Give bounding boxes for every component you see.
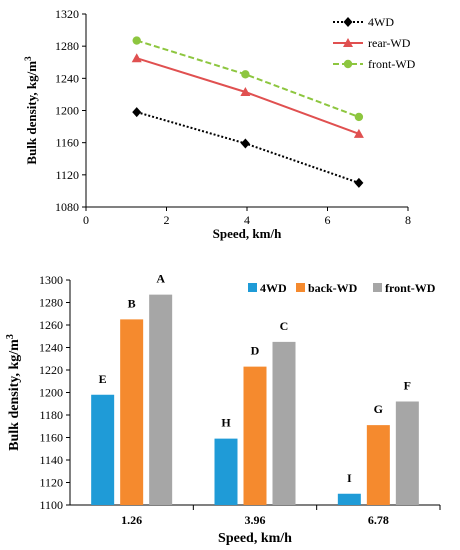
legend-entry: front-WD xyxy=(373,281,436,295)
legend-swatch xyxy=(296,283,305,292)
bar-front-wd xyxy=(395,401,419,505)
x-tick-label: 6.78 xyxy=(368,513,389,527)
data-point xyxy=(240,138,250,149)
legend-entry: rear-WD xyxy=(333,36,411,50)
line-chart-y-axis-title-sup: 3 xyxy=(23,56,33,61)
data-point xyxy=(343,59,353,69)
data-point xyxy=(132,36,141,45)
bar-data-label: G xyxy=(374,402,383,416)
bar-4wd xyxy=(214,438,238,505)
y-tick-label: 1220 xyxy=(39,363,63,377)
data-point xyxy=(354,112,364,122)
y-tick-label: 1320 xyxy=(55,7,79,21)
bar-back-wd xyxy=(120,319,144,505)
line-chart-x-axis-title: Speed, km/h xyxy=(213,226,282,241)
legend-entry: front-WD xyxy=(333,57,416,71)
line-chart-y-axis-title-main: Bulk density, kg/m xyxy=(24,61,39,165)
data-point xyxy=(240,87,251,97)
legend-swatch xyxy=(373,283,382,292)
legend-label: back-WD xyxy=(308,281,358,295)
x-tick-label: 2 xyxy=(164,213,170,227)
bar-back-wd xyxy=(243,366,267,505)
data-point xyxy=(343,17,353,27)
series-line xyxy=(136,111,360,184)
y-tick-label: 1120 xyxy=(39,476,63,490)
y-tick-label: 1160 xyxy=(55,136,79,150)
y-tick-label: 1260 xyxy=(39,318,63,332)
series-front-wd xyxy=(132,36,364,122)
y-tick-label: 1200 xyxy=(39,386,63,400)
y-tick-label: 1200 xyxy=(55,104,79,118)
bar-data-label: H xyxy=(221,416,231,430)
series-line xyxy=(136,39,360,118)
legend-label: rear-WD xyxy=(368,36,411,50)
bar-4wd xyxy=(337,493,361,505)
line-chart-series xyxy=(131,36,364,188)
y-tick-label: 1280 xyxy=(39,296,63,310)
legend-swatch xyxy=(248,283,257,292)
y-tick-label: 1300 xyxy=(39,273,63,287)
line-chart-axes: 1080 1120 1160 1200 1240 1280 1320 0 2 4 6 8 xyxy=(55,7,411,227)
bar-data-label: C xyxy=(280,319,289,333)
series-rear-wd xyxy=(131,53,364,138)
y-tick-label: 1120 xyxy=(55,168,79,182)
bar-chart-x-axis-title: Speed, km/h xyxy=(218,531,292,546)
bar-chart-legend: 4WD back-WD front-WD xyxy=(248,281,436,295)
legend-label: 4WD xyxy=(260,281,287,295)
bar-chart-bars: E B A H D C I G F xyxy=(91,272,419,505)
data-point xyxy=(343,38,353,47)
y-tick-label: 1080 xyxy=(55,200,79,214)
bar-front-wd xyxy=(272,341,296,505)
series-line xyxy=(136,57,360,135)
line-chart-legend: 4WD rear-WD front-WD xyxy=(333,15,416,71)
legend-label: front-WD xyxy=(385,281,436,295)
line-chart: 1080 1120 1160 1200 1240 1280 1320 0 2 4 6 8 4WD rea… xyxy=(23,7,416,241)
data-point xyxy=(353,128,364,138)
y-tick-label: 1100 xyxy=(39,498,63,512)
legend-entry: 4WD xyxy=(248,281,287,295)
data-point xyxy=(241,70,250,79)
series-4wd xyxy=(132,107,364,188)
bar-data-label: B xyxy=(128,296,136,310)
y-tick-label: 1240 xyxy=(55,71,79,85)
bar-back-wd xyxy=(366,425,390,505)
bar-chart-y-axis-title-main: Bulk density, kg/m xyxy=(7,339,22,451)
bar-data-label: E xyxy=(99,372,107,386)
bar-chart-axes: 1100 1120 1140 1160 1180 1200 1220 1240 1260 1280… xyxy=(39,273,441,527)
x-tick-label: 1.26 xyxy=(121,513,142,527)
bar-chart-y-axis-title: Bulk density, kg/m3 xyxy=(5,334,22,451)
data-point xyxy=(354,177,364,188)
x-tick-label: 0 xyxy=(83,213,89,227)
bar-chart: 1100 1120 1140 1160 1180 1200 1220 1240 1260 1280… xyxy=(5,272,441,546)
x-tick-label: 3.96 xyxy=(245,513,266,527)
x-tick-label: 4 xyxy=(244,213,250,227)
bar-data-label: I xyxy=(347,471,352,485)
y-tick-label: 1180 xyxy=(39,408,63,422)
bar-data-label: D xyxy=(251,344,260,358)
legend-entry: 4WD xyxy=(333,15,394,29)
y-tick-label: 1280 xyxy=(55,39,79,53)
y-tick-label: 1140 xyxy=(39,453,63,467)
bar-4wd xyxy=(91,394,115,505)
y-tick-label: 1160 xyxy=(39,431,63,445)
line-chart-y-axis-title: Bulk density, kg/m3 xyxy=(23,56,39,165)
legend-entry: back-WD xyxy=(296,281,358,295)
legend-label: 4WD xyxy=(368,15,394,29)
data-point xyxy=(132,107,142,118)
data-point xyxy=(131,53,142,63)
bar-front-wd xyxy=(149,294,173,505)
y-tick-label: 1240 xyxy=(39,341,63,355)
x-tick-label: 6 xyxy=(325,213,331,227)
bar-data-label: F xyxy=(404,379,411,393)
x-tick-label: 8 xyxy=(405,213,411,227)
bar-data-label: A xyxy=(156,272,165,286)
legend-label: front-WD xyxy=(368,57,416,71)
bar-chart-y-axis-title-sup: 3 xyxy=(5,334,16,339)
